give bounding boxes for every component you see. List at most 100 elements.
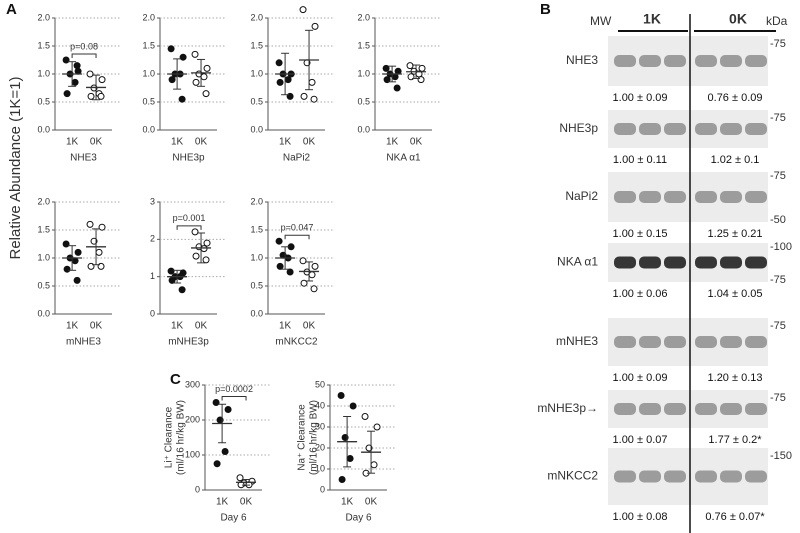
data-point [299, 257, 307, 265]
blot-band [745, 256, 767, 269]
blot-band [614, 256, 636, 269]
data-point [236, 474, 244, 482]
data-point [338, 476, 346, 483]
data-point [383, 76, 391, 84]
quantification: 1.00 ± 0.11 [613, 154, 667, 166]
y-tick-label: 2 [150, 234, 155, 244]
p-value: p=0.08 [70, 41, 98, 51]
data-point [382, 64, 390, 72]
data-point [370, 461, 378, 469]
x-tick-label: 0K [90, 137, 103, 148]
blot-band [745, 55, 767, 67]
row-label: NaPi2 [565, 189, 598, 203]
blot-band [664, 123, 686, 135]
y-axis-label: (ml/16 hr/kg BW) [176, 400, 187, 475]
blot-band [639, 470, 661, 483]
blot-band [720, 403, 742, 415]
x-tick-label: 1K [279, 321, 292, 332]
data-point [418, 64, 426, 72]
mw-marker: -75 [770, 38, 786, 50]
data-point [310, 95, 318, 103]
x-axis-label: NHE3 [70, 153, 97, 164]
data-point [308, 271, 316, 279]
mw-label: MW [590, 14, 612, 28]
mw-marker: -100 [770, 241, 792, 253]
data-point [349, 402, 357, 410]
data-point [310, 285, 318, 293]
mw-marker: -75 [770, 392, 786, 404]
data-point [74, 67, 82, 75]
y-tick-label: 100 [185, 449, 200, 459]
x-axis-label: mNHE3p [168, 337, 209, 348]
x-tick-label: 1K [171, 137, 184, 148]
blot-band [664, 191, 686, 203]
y-tick-label: 1.0 [142, 68, 155, 78]
blot-band [639, 336, 661, 348]
data-point [63, 90, 71, 98]
blot-band [745, 191, 767, 203]
x-axis-label: NKA α1 [386, 153, 421, 164]
y-tick-label: 0 [150, 308, 155, 318]
data-point [167, 267, 175, 275]
y-tick-label: 0 [320, 484, 325, 494]
data-point [192, 78, 200, 86]
x-axis-label: NaPi2 [283, 153, 311, 164]
blot-band [695, 55, 717, 67]
data-point [168, 276, 176, 284]
y-tick-label: 0.0 [250, 124, 263, 134]
y-tick-label: 1.0 [37, 68, 50, 78]
y-tick-label: 1.5 [37, 224, 50, 234]
data-point [192, 252, 200, 260]
blot-band [614, 470, 636, 483]
blot-band [720, 336, 742, 348]
data-point [406, 62, 414, 70]
x-tick-label: 0K [365, 497, 378, 508]
x-tick-label: 1K [386, 137, 399, 148]
mw-marker: -75 [770, 274, 786, 286]
blot-band [695, 470, 717, 483]
blot-band [664, 336, 686, 348]
data-point [86, 220, 94, 228]
data-point [212, 399, 220, 406]
y-axis-label: (ml/16 hr/kg BW) [309, 400, 320, 475]
quantification: 0.76 ± 0.07* [705, 511, 765, 523]
data-point [284, 76, 292, 84]
quantification: 1.00 ± 0.07 [613, 434, 668, 446]
mw-marker: -75 [770, 320, 786, 332]
blot-band [720, 191, 742, 203]
data-point [276, 262, 284, 270]
y-tick-label: 30 [315, 421, 325, 431]
y-axis-label: Li⁺ Clearance [164, 406, 175, 468]
y-tick-label: 2.0 [250, 12, 263, 22]
x-axis-label: mNHE3 [66, 337, 101, 348]
y-tick-label: 1.0 [250, 68, 263, 78]
data-point [71, 257, 79, 265]
y-tick-label: 2.0 [37, 12, 50, 22]
y-tick-label: 2.0 [357, 12, 370, 22]
y-tick-label: 1.0 [250, 252, 263, 262]
x-tick-label: 0K [240, 497, 253, 508]
group-label: 0K [729, 11, 747, 27]
x-tick-label: 1K [216, 497, 229, 508]
y-tick-label: 40 [315, 400, 325, 410]
y-tick-label: 0.0 [142, 124, 155, 134]
data-point [299, 6, 307, 14]
data-point [202, 90, 210, 98]
data-point [373, 423, 381, 431]
data-point [200, 73, 208, 81]
data-point [62, 240, 70, 248]
y-axis-label: Na⁺ Clearance [297, 404, 308, 471]
y-tick-label: 20 [315, 442, 325, 452]
data-point [86, 70, 94, 78]
x-axis-label: Day 6 [345, 513, 372, 524]
y-tick-label: 2.0 [250, 196, 263, 206]
quantification: 0.76 ± 0.09 [708, 92, 763, 104]
group-label: 1K [643, 11, 661, 27]
row-label: NHE3p [559, 121, 598, 135]
data-point [71, 78, 79, 86]
data-point [393, 84, 401, 92]
blot-band [614, 191, 636, 203]
quantification: 1.00 ± 0.06 [613, 288, 668, 300]
data-point [224, 406, 232, 413]
blot-band [664, 256, 686, 269]
